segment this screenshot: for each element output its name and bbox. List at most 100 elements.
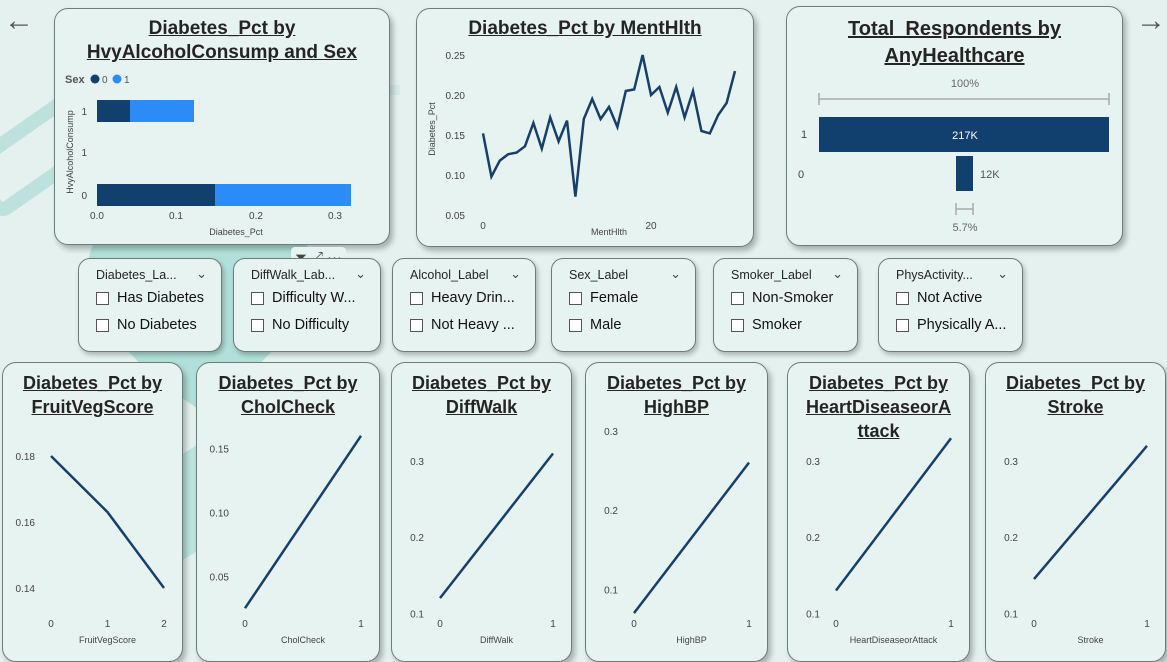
card-diabetes-by-fruitvegscore[interactable]: Diabetes_Pct by FruitVegScore 0.14 0.16 0.… [2,362,183,662]
fruitveg-line-chart: 0.14 0.16 0.18 0 1 2 FruitVegScore [16,452,168,645]
x-axis-label: HeartDiseaseorAttack [850,635,938,645]
slicer-option[interactable]: No Diabetes [96,317,197,333]
slicer-option[interactable]: Physically A... [896,317,1006,333]
slicer-option[interactable]: No Difficulty [251,317,349,333]
slicer-diffwalk-label[interactable]: DiffWalk_Lab... ⌄ Difficulty W... No Dif… [233,258,381,352]
card-title: Diabetes_Pct by HighBP [586,371,767,419]
y-tick-label-1: 1 [81,148,87,159]
chevron-down-icon[interactable]: ⌄ [510,266,521,281]
checkbox[interactable] [96,291,109,305]
series-line[interactable] [835,437,952,592]
slicer-option[interactable]: Smoker [731,317,802,333]
slicer-option[interactable]: Male [569,317,621,333]
series-line[interactable] [633,461,750,614]
x-tick-label-1: 0.1 [169,211,183,222]
stroke-line-chart: 0.1 0.2 0.3 0 1 Stroke [1004,445,1150,645]
x-axis-label: DiffWalk [480,635,514,645]
legend-title: Sex [65,74,85,86]
slicer-alcohol-label[interactable]: Alcohol_Label ⌄ Heavy Drin... Not Heavy … [392,258,536,352]
slicer-option-label: No Difficulty [272,317,350,333]
y-axis-label: Diabetes_Pct [427,102,437,156]
slicer-option[interactable]: Heavy Drin... [410,290,515,306]
heartdisease-line-chart: 0.1 0.2 0.3 0 1 HeartDiseaseorAttack [806,437,954,645]
card-diabetes-by-menthlth[interactable]: Diabetes_Pct by MentHlth Diabetes_Pct Me… [416,8,754,247]
card-diabetes-by-highbp[interactable]: Diabetes_Pct by HighBP 0.1 0.2 0.3 0 1 HighBP [585,362,768,662]
slicer-sex-label[interactable]: Sex_Label ⌄ Female Male [551,258,696,352]
card-title-line2: AnyHealthcare [884,45,1025,67]
checkbox[interactable] [569,318,582,332]
x-tick-label: 0 [1031,619,1037,630]
card-diabetes-by-alcohol-sex[interactable]: Diabetes_Pct by HvyAlcoholConsump and Se… [54,8,390,245]
slicer-option[interactable]: Not Heavy ... [410,317,515,333]
y-axis-label: HvyAlcoholConsump [65,110,75,194]
card-diabetes-by-heartdiseaseorattack[interactable]: Diabetes_Pct by HeartDiseaseorA ttack 0.… [787,362,970,662]
checkbox[interactable] [569,291,582,305]
x-tick-label: 1 [1144,619,1150,630]
chevron-down-icon[interactable]: ⌄ [196,266,207,281]
checkbox[interactable] [731,318,744,332]
back-arrow-icon[interactable]: ← [4,4,34,37]
bar-anyhealthcare-1[interactable] [819,117,1109,152]
slicer-option[interactable]: Non-Smoker [731,290,833,306]
x-axis-label: Diabetes_Pct [209,227,263,237]
legend-swatch-0 [90,74,100,84]
series-line[interactable] [243,435,363,609]
healthcare-bar-chart: 100% 1 217K 0 12K 5.7% [798,78,1110,234]
chevron-down-icon[interactable]: ⌄ [997,266,1008,281]
y-tick-label: 0.10 [446,171,466,182]
checkbox[interactable] [410,318,423,332]
checkbox[interactable] [251,318,264,332]
y-tick-label: 0.25 [446,51,466,62]
card-title-line1: Diabetes_Pct by [22,373,163,393]
bar-2-sex1[interactable] [215,184,351,206]
series-line[interactable] [50,455,166,589]
card-total-respondents-by-anyhealthcare[interactable]: Total_Respondents by AnyHealthcare 100% … [786,6,1123,246]
y-tick-label: 0.1 [604,585,618,596]
slicer-option[interactable]: Female [569,290,638,306]
card-title: Diabetes_Pct by MentHlth [468,18,702,39]
forward-arrow-icon[interactable]: → [1136,4,1166,37]
chevron-down-icon[interactable]: ⌄ [832,266,843,281]
y-tick-label: 0.3 [410,457,424,468]
x-axis-label: CholCheck [281,635,326,645]
checkbox[interactable] [731,291,744,305]
card-title: Diabetes_Pct by HvyAlcoholConsump and Se… [55,17,389,65]
y-tick-label: 0.16 [16,518,36,529]
card-diabetes-by-diffwalk[interactable]: Diabetes_Pct by DiffWalk 0.1 0.2 0.3 0 1 Diff… [391,362,572,662]
slicer-physactivity-label[interactable]: PhysActivity... ⌄ Not Active Physically … [878,258,1023,352]
slicer-option-label: Heavy Drin... [431,290,515,306]
y-tick-label-0: 1 [81,107,87,118]
y-tick-label: 0.3 [1004,457,1018,468]
chevron-down-icon[interactable]: ⌄ [670,266,681,281]
slicer-option[interactable]: Difficulty W... [251,290,356,306]
data-label-1: 12K [980,169,1000,181]
bar-2-sex0[interactable] [97,184,215,206]
y-tick-label: 0.2 [1004,533,1018,544]
checkbox[interactable] [251,291,264,305]
slicer-title: Alcohol_Label [410,268,489,282]
checkbox[interactable] [410,291,423,305]
diffwalk-line-chart: 0.1 0.2 0.3 0 1 DiffWalk [410,452,556,645]
bar-0-sex0[interactable] [97,100,130,122]
y-tick-label: 0.15 [446,131,466,142]
series-line[interactable] [481,54,737,197]
bar-0-sex1[interactable] [130,100,194,122]
bar-anyhealthcare-0[interactable] [956,156,973,191]
card-title: Diabetes_Pct by HeartDiseaseorA ttack [788,371,969,443]
slicer-option[interactable]: Has Diabetes [96,290,204,306]
card-diabetes-by-cholcheck[interactable]: Diabetes_Pct by CholCheck 0.05 0.10 0.15 0 1… [196,362,380,662]
cholcheck-line-chart: 0.05 0.10 0.15 0 1 CholCheck [210,435,364,645]
slicer-option[interactable]: Not Active [896,290,982,306]
y-tick-label: 0.14 [16,584,36,595]
slicer-smoker-label[interactable]: Smoker_Label ⌄ Non-Smoker Smoker [713,258,858,352]
card-title-line1: Total_Respondents by [848,18,1061,40]
checkbox[interactable] [896,291,909,305]
checkbox[interactable] [96,318,109,332]
card-diabetes-by-stroke[interactable]: Diabetes_Pct by Stroke 0.1 0.2 0.3 0 1 Stroke [985,362,1166,662]
y-tick-label: 0.3 [604,427,618,438]
slicer-diabetes-label[interactable]: Diabetes_La... ⌄ Has Diabetes No Diabete… [78,258,222,352]
chevron-down-icon[interactable]: ⌄ [355,266,366,281]
checkbox[interactable] [896,318,909,332]
series-line[interactable] [1033,445,1148,580]
series-line[interactable] [439,452,554,599]
